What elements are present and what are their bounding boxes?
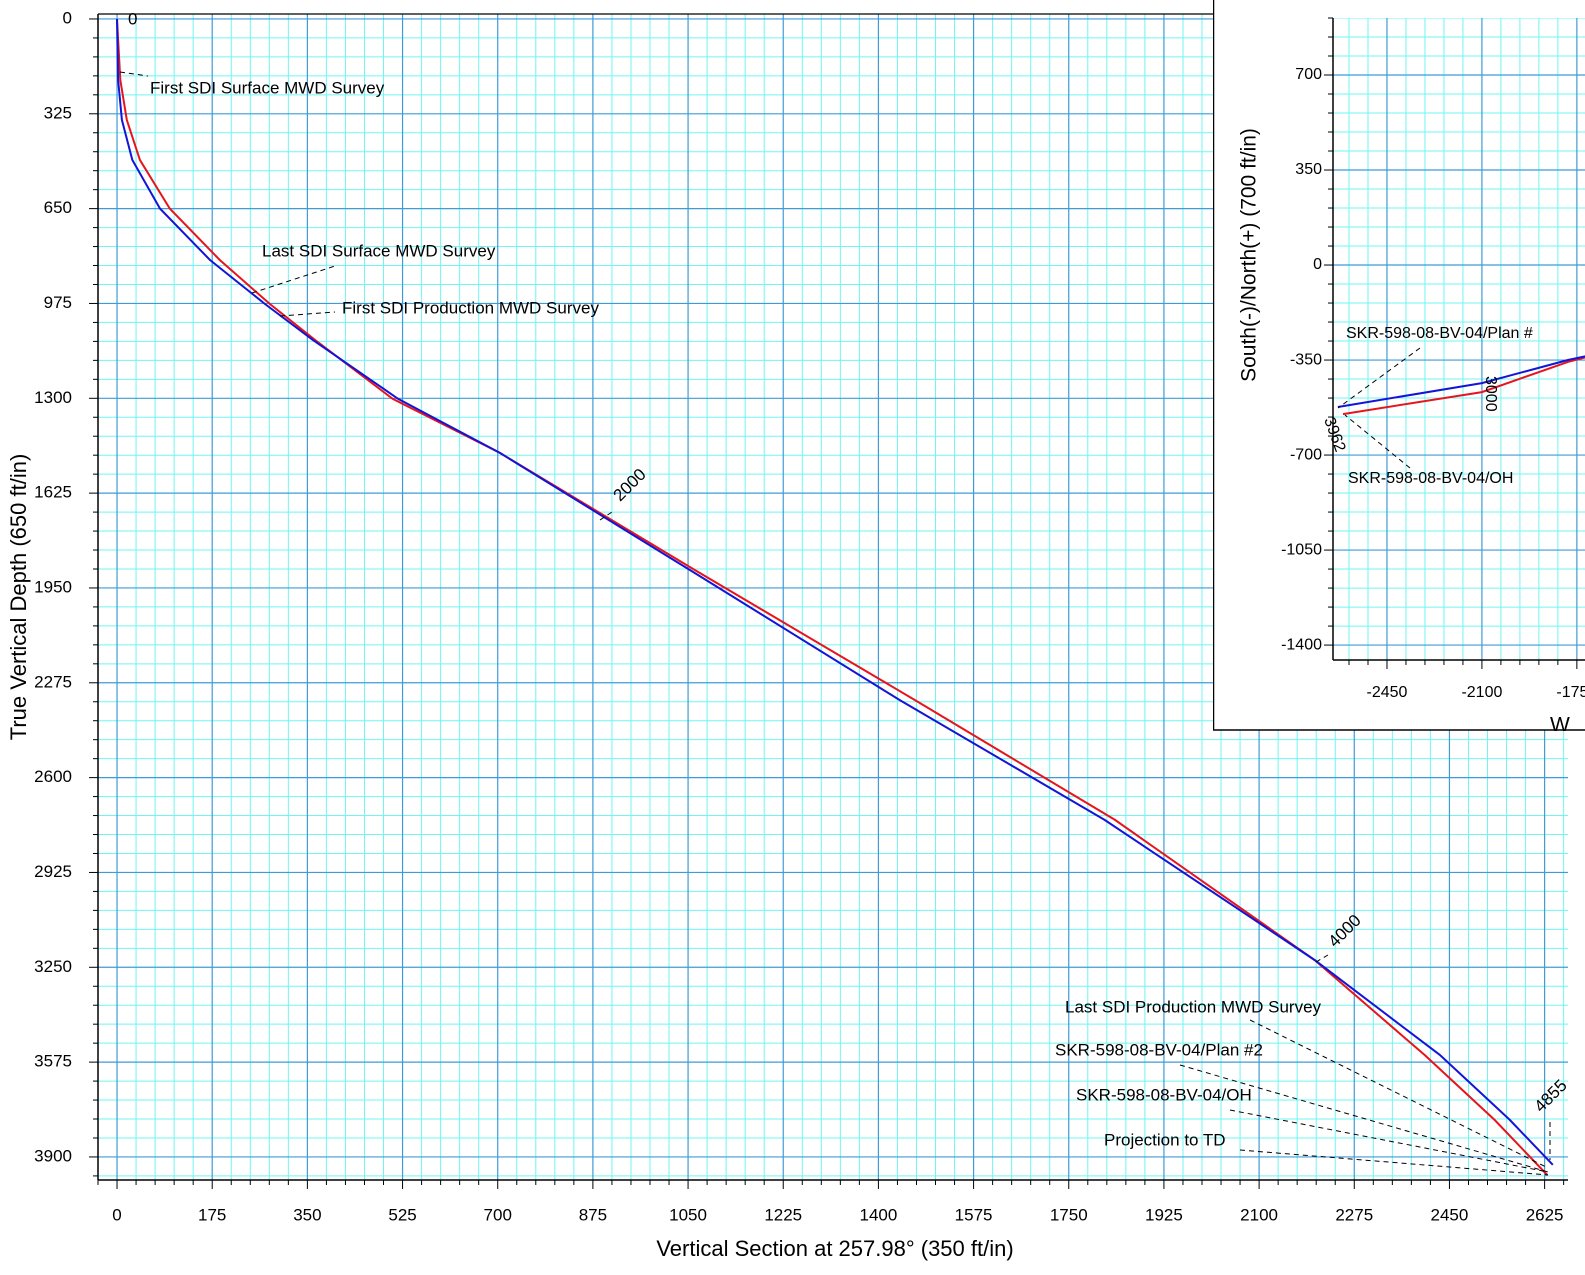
x-tick-label: 1575 <box>955 1205 993 1224</box>
x-tick-label: 175 <box>198 1205 226 1224</box>
annotation: First SDI Surface MWD Survey <box>150 78 385 97</box>
plot-area <box>116 18 1554 1176</box>
well-path <box>1342 356 1585 416</box>
well-path <box>1337 355 1585 408</box>
x-tick-label: 525 <box>388 1205 416 1224</box>
y-tick-label: -1400 <box>1281 636 1322 653</box>
annotation: 3000 <box>1482 376 1499 412</box>
y-tick-label: 1625 <box>34 483 72 502</box>
leader-line <box>119 71 149 77</box>
x-axis-title: W <box>1550 714 1570 737</box>
y-tick-label: 325 <box>44 103 72 122</box>
leader-line <box>1315 954 1329 963</box>
x-axis-title: Vertical Section at 257.98° (350 ft/in) <box>656 1236 1013 1261</box>
annotation: Last SDI Surface MWD Survey <box>262 241 496 260</box>
x-tick-label: 1225 <box>764 1205 802 1224</box>
y-tick-label: 0 <box>63 8 72 27</box>
y-tick-label: -350 <box>1290 351 1322 368</box>
inset: -2450 -2100 -1750 -1400 -1050 -700 -350 0 350 700… <box>1213 0 1585 737</box>
leader-line <box>251 265 336 294</box>
annotation: SKR-598-08-BV-04/OH <box>1076 1085 1252 1104</box>
annotation: SKR-598-08-BV-04/OH <box>1348 470 1513 487</box>
x-tick-label: 1050 <box>669 1205 707 1224</box>
y-tick-label: 3900 <box>34 1146 72 1165</box>
x-tick-label: 2625 <box>1526 1205 1564 1224</box>
y-tick-label: -1050 <box>1281 541 1322 558</box>
x-tick-label: 2275 <box>1335 1205 1373 1224</box>
y-tick-label: 1300 <box>34 388 72 407</box>
y-tick-label: 0 <box>1313 256 1322 273</box>
x-tick-label: 2450 <box>1431 1205 1469 1224</box>
y-tick-label: 2600 <box>34 767 72 786</box>
x-tick-label: -2450 <box>1367 684 1408 701</box>
y-tick-label: 700 <box>1295 66 1322 83</box>
leader-line <box>599 511 613 521</box>
x-tick-label: 0 <box>112 1205 121 1224</box>
y-tick-label: -700 <box>1290 446 1322 463</box>
grid <box>1333 18 1585 660</box>
y-tick-label: 650 <box>44 198 72 217</box>
x-tick-label: -2100 <box>1461 684 1502 701</box>
x-tick-label: 2100 <box>1240 1205 1278 1224</box>
leader-line <box>1249 1019 1549 1169</box>
annotation: First SDI Production MWD Survey <box>342 298 599 317</box>
x-tick-label: -1750 <box>1556 684 1585 701</box>
y-tick-label: 3575 <box>34 1052 72 1071</box>
y-tick-label: 3250 <box>34 957 72 976</box>
x-tick-label: 1400 <box>859 1205 897 1224</box>
annotation: Projection to TD <box>1104 1130 1226 1149</box>
x-tick-label: 350 <box>293 1205 321 1224</box>
well-path <box>116 18 1554 1166</box>
y-tick-label: 350 <box>1295 161 1322 178</box>
annotation: Last SDI Production MWD Survey <box>1065 997 1322 1016</box>
y-tick-label: 1950 <box>34 577 72 596</box>
y-axis-title: True Vertical Depth (650 ft/in) <box>6 454 31 741</box>
annotation: 0 <box>128 9 137 28</box>
x-tick-label: 1925 <box>1145 1205 1183 1224</box>
y-tick-label: 975 <box>44 293 72 312</box>
x-tick-label: 1750 <box>1050 1205 1088 1224</box>
plot-area <box>1337 355 1585 416</box>
leader-line <box>279 311 336 317</box>
leader-line <box>1239 1149 1549 1176</box>
leader-line <box>1344 414 1411 469</box>
leader-line <box>1337 347 1421 409</box>
grid <box>98 14 1568 1180</box>
annotation: SKR-598-08-BV-04/Plan # <box>1346 325 1533 342</box>
well-path <box>116 18 1549 1176</box>
annotation: SKR-598-08-BV-04/Plan #2 <box>1055 1040 1263 1059</box>
y-tick-label: 2925 <box>34 862 72 881</box>
y-tick-label: 2275 <box>34 672 72 691</box>
inset-frame <box>1213 0 1585 731</box>
leader-line <box>1179 1064 1549 1173</box>
x-tick-label: 700 <box>484 1205 512 1224</box>
y-axis-title: South(-)/North(+) (700 ft/in) <box>1238 128 1261 382</box>
x-tick-label: 875 <box>579 1205 607 1224</box>
